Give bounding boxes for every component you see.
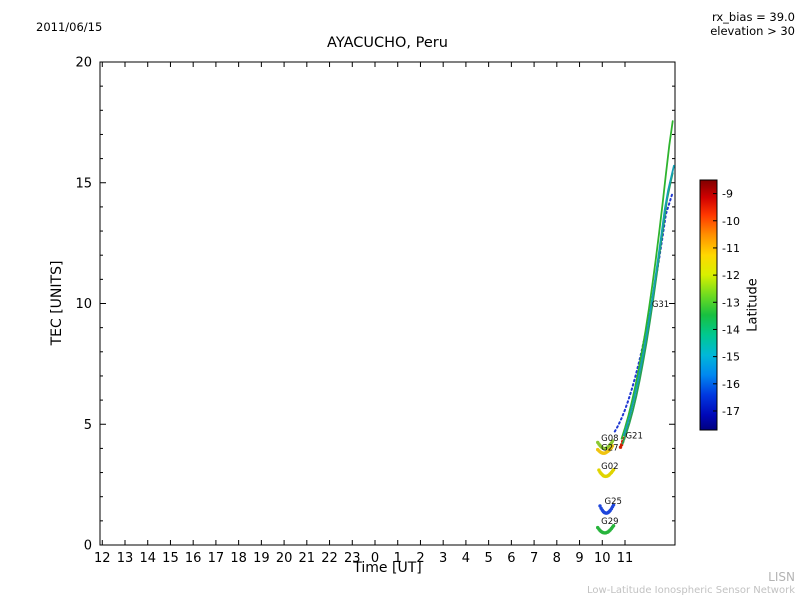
svg-text:7: 7 bbox=[530, 551, 538, 566]
svg-text:-15: -15 bbox=[722, 351, 740, 364]
svg-text:15: 15 bbox=[75, 176, 92, 191]
svg-text:19: 19 bbox=[253, 551, 270, 566]
colorbar-label: Latitude bbox=[745, 278, 761, 332]
plot-title: AYACUCHO, Peru bbox=[327, 35, 448, 51]
svg-text:9: 9 bbox=[575, 551, 583, 566]
svg-text:10: 10 bbox=[75, 297, 92, 312]
series-G27 bbox=[596, 444, 615, 455]
y-axis-ticks: 0 5 10 15 20 bbox=[75, 56, 675, 554]
svg-text:-12: -12 bbox=[722, 269, 740, 282]
series-G08 bbox=[596, 439, 615, 451]
network-name-text: Low-Latitude Ionospheric Sensor Network bbox=[587, 585, 795, 596]
svg-text:5: 5 bbox=[484, 551, 492, 566]
svg-text:-14: -14 bbox=[722, 323, 740, 336]
svg-text:13: 13 bbox=[117, 551, 134, 566]
svg-text:-17: -17 bbox=[722, 405, 740, 418]
svg-text:22: 22 bbox=[321, 551, 338, 566]
svg-text:20: 20 bbox=[75, 56, 92, 71]
svg-text:23: 23 bbox=[344, 551, 361, 566]
svg-text:18: 18 bbox=[230, 551, 247, 566]
svg-text:12: 12 bbox=[94, 551, 111, 566]
svg-text:16: 16 bbox=[185, 551, 202, 566]
svg-text:2: 2 bbox=[416, 551, 424, 566]
svg-text:6: 6 bbox=[507, 551, 515, 566]
svg-text:1: 1 bbox=[394, 551, 402, 566]
colorbar-ticks: -9 -10 -11 -12 -13 -14 -15 -16 -17 bbox=[713, 188, 740, 418]
sat-label-G29: G29 bbox=[601, 517, 618, 527]
svg-text:-13: -13 bbox=[722, 296, 740, 309]
svg-text:-11: -11 bbox=[722, 242, 740, 255]
svg-text:5: 5 bbox=[84, 418, 92, 433]
series-track-green-1 bbox=[620, 120, 674, 440]
series-G31 bbox=[613, 191, 674, 433]
axes-frame bbox=[99, 61, 676, 546]
elevation-label: elevation > 30 bbox=[710, 23, 795, 38]
svg-text:11: 11 bbox=[617, 551, 634, 566]
svg-text:8: 8 bbox=[553, 551, 561, 566]
svg-text:-16: -16 bbox=[722, 378, 740, 391]
colorbar bbox=[699, 179, 718, 431]
sat-label-G31: G31 bbox=[652, 300, 669, 310]
series-track-teal bbox=[623, 164, 675, 437]
svg-text:4: 4 bbox=[462, 551, 470, 566]
svg-text:15: 15 bbox=[162, 551, 179, 566]
svg-text:21: 21 bbox=[299, 551, 316, 566]
sat-label-G25: G25 bbox=[605, 497, 622, 507]
rx-bias-label: rx_bias = 39.0 bbox=[711, 10, 795, 24]
y-axis-label: TEC [UNITS] bbox=[49, 260, 65, 346]
sat-label-G08: G08 bbox=[601, 434, 618, 444]
receiver-info: rx_bias = 39.0 elevation > 30 bbox=[710, 10, 795, 39]
sat-label-G02: G02 bbox=[601, 462, 618, 472]
svg-text:3: 3 bbox=[439, 551, 447, 566]
series-G02 bbox=[597, 468, 616, 479]
series-G29 bbox=[596, 524, 616, 535]
date-label: 2011/06/15 bbox=[36, 20, 103, 34]
svg-text:17: 17 bbox=[208, 551, 225, 566]
svg-text:0: 0 bbox=[371, 551, 379, 566]
sat-label-G27: G27 bbox=[601, 443, 618, 453]
svg-text:14: 14 bbox=[139, 551, 156, 566]
svg-text:0: 0 bbox=[84, 539, 92, 554]
lisn-logo-text: LISN bbox=[768, 570, 795, 584]
x-axis-ticks: 12 13 14 15 16 17 18 19 20 21 22 23 0 1 2 3 4 5 6 7 8 9 10 11 bbox=[94, 62, 633, 566]
svg-text:10: 10 bbox=[594, 551, 611, 566]
svg-text:-9: -9 bbox=[722, 188, 733, 201]
sat-label-G21: G21 bbox=[625, 432, 642, 442]
svg-text:-10: -10 bbox=[722, 215, 740, 228]
series-G25 bbox=[598, 503, 616, 515]
x-axis-label: Time [UT] bbox=[353, 560, 422, 576]
svg-text:20: 20 bbox=[276, 551, 293, 566]
